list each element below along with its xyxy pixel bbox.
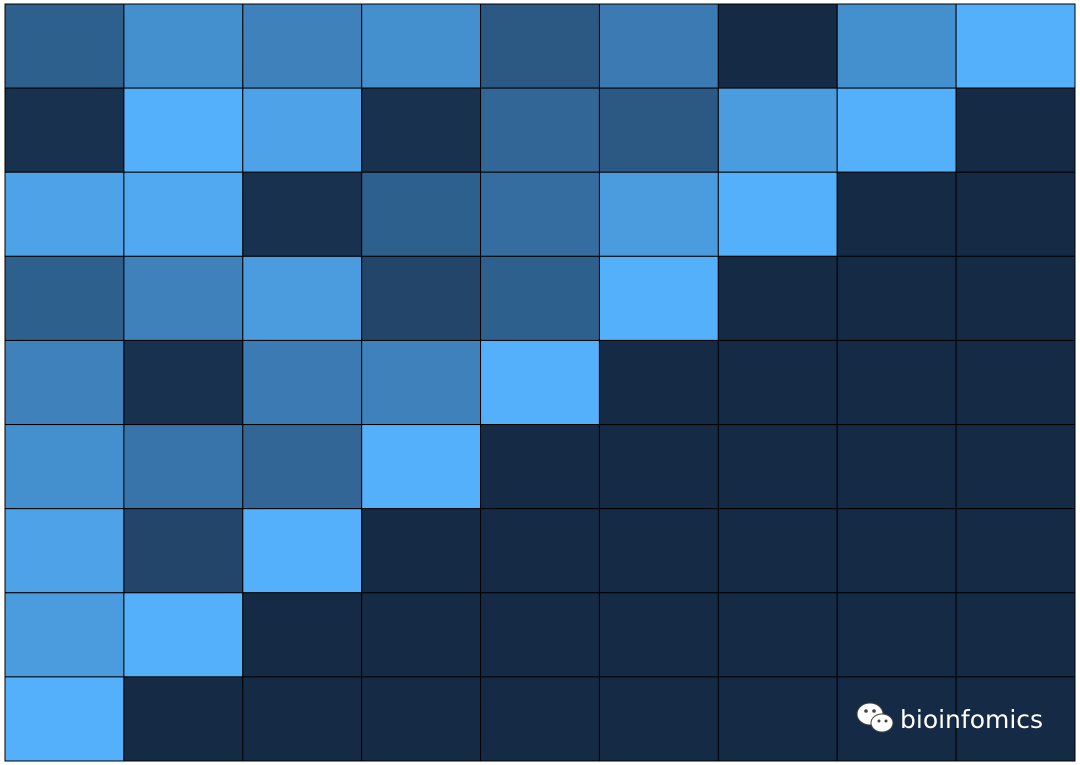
heatmap-cell (836, 255, 957, 341)
heatmap-cell (361, 339, 482, 426)
heatmap-cell (361, 3, 482, 89)
heatmap-cell (480, 87, 600, 173)
heatmap-cell (836, 508, 957, 594)
heatmap-cell (598, 424, 719, 510)
heatmap-cell (4, 255, 125, 341)
heatmap-cell (717, 255, 838, 341)
heatmap-cell (361, 87, 482, 173)
heatmap-cell (598, 87, 719, 173)
heatmap-cell (242, 255, 363, 341)
heatmap-cell (598, 592, 719, 678)
heatmap-cell (4, 592, 125, 678)
heatmap-cell (123, 3, 244, 89)
heatmap-cell (4, 424, 125, 510)
heatmap-cell (836, 424, 957, 510)
heatmap-cell (717, 87, 838, 173)
heatmap-cell (123, 87, 244, 173)
heatmap-cell (4, 87, 125, 173)
heatmap-cell (955, 676, 1076, 762)
heatmap-cell (4, 676, 125, 762)
heatmap-cell (480, 508, 600, 594)
heatmap-cell (480, 424, 600, 510)
heatmap-cell (123, 676, 244, 762)
heatmap-cell (4, 171, 125, 257)
heatmap-cell (717, 424, 838, 510)
watermark: bioinfomics (900, 705, 1043, 734)
heatmap-cell (836, 171, 957, 257)
heatmap-cell (242, 87, 363, 173)
heatmap-cell (598, 676, 719, 762)
heatmap-cell (242, 424, 363, 510)
heatmap-cell (123, 424, 244, 510)
heatmap-cell (955, 592, 1076, 678)
heatmap-cell (836, 676, 957, 762)
heatmap-cell (836, 592, 957, 678)
heatmap-cell (123, 339, 244, 426)
heatmap-cell (955, 339, 1076, 426)
heatmap-cell (242, 339, 363, 426)
heatmap-cell (123, 255, 244, 341)
heatmap-cell (717, 676, 838, 762)
heatmap-cell (955, 255, 1076, 341)
heatmap-cell (955, 171, 1076, 257)
heatmap-cell (836, 87, 957, 173)
heatmap-cell (123, 508, 244, 594)
heatmap-cells (4, 3, 1076, 762)
heatmap-cell (717, 339, 838, 426)
heatmap-cell (242, 3, 363, 89)
heatmap-cell (242, 676, 363, 762)
heatmap-cell (480, 339, 600, 426)
heatmap-cell (242, 171, 363, 257)
heatmap-cell (480, 676, 600, 762)
heatmap-cell (480, 3, 600, 89)
heatmap-cell (361, 592, 482, 678)
heatmap-cell (361, 171, 482, 257)
heatmap-cell (123, 171, 244, 257)
heatmap-cell (955, 424, 1076, 510)
heatmap-cell (4, 508, 125, 594)
heatmap-cell (242, 508, 363, 594)
heatmap-cell (480, 171, 600, 257)
heatmap-cell (242, 592, 363, 678)
heatmap-cell (717, 508, 838, 594)
heatmap-cell (717, 171, 838, 257)
heatmap-cell (717, 592, 838, 678)
heatmap-cell (4, 339, 125, 426)
heatmap-cell (361, 508, 482, 594)
heatmap-cell (480, 255, 600, 341)
heatmap-cell (955, 508, 1076, 594)
heatmap-cell (598, 171, 719, 257)
wechat-icon (856, 702, 894, 733)
heatmap-cell (361, 255, 482, 341)
heatmap-cell (717, 3, 838, 89)
heatmap-cell (4, 3, 125, 89)
heatmap-cell (955, 87, 1076, 173)
heatmap-cell (836, 3, 957, 89)
heatmap-cell (955, 3, 1076, 89)
heatmap-cell (598, 508, 719, 594)
heatmap-cell (361, 676, 482, 762)
heatmap-cell (480, 592, 600, 678)
heatmap-cell (123, 592, 244, 678)
heatmap-cell (598, 3, 719, 89)
heatmap-cell (598, 255, 719, 341)
heatmap-cell (361, 424, 482, 510)
heatmap-cell (598, 339, 719, 426)
heatmap-cell (836, 339, 957, 426)
